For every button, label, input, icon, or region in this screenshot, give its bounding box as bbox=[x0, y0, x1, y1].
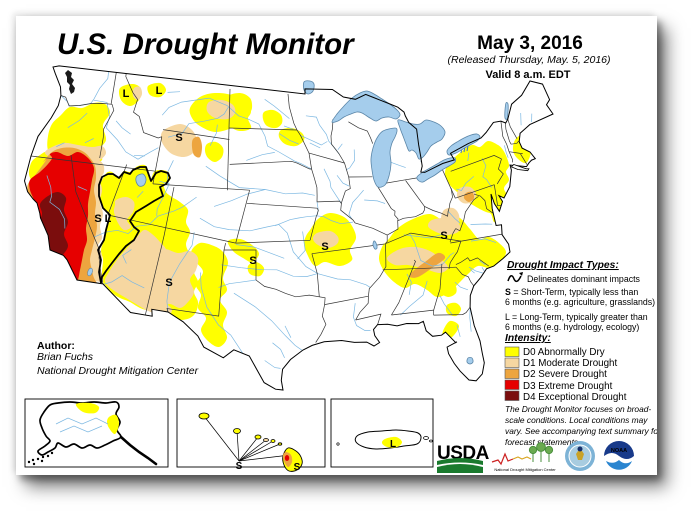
svg-text:S: S bbox=[94, 213, 101, 225]
svg-text:Drought Impact Types:: Drought Impact Types: bbox=[507, 260, 619, 271]
svg-text:National Drought Mitigation Ce: National Drought Mitigation Center bbox=[494, 467, 556, 472]
svg-text:U.S. Drought Monitor: U.S. Drought Monitor bbox=[57, 28, 355, 61]
svg-text:S: S bbox=[321, 241, 328, 253]
svg-text:D1 Moderate Drought: D1 Moderate Drought bbox=[523, 358, 617, 369]
svg-text:vary. See accompanying text su: vary. See accompanying text summary for bbox=[505, 426, 657, 436]
svg-text:D3 Extreme Drought: D3 Extreme Drought bbox=[523, 381, 613, 392]
svg-text:6 months (e.g. hydrology, ecol: 6 months (e.g. hydrology, ecology) bbox=[505, 322, 639, 332]
svg-text:L: L bbox=[390, 439, 396, 450]
svg-text:Intensity:: Intensity: bbox=[505, 333, 551, 344]
svg-text:S: S bbox=[294, 462, 301, 473]
svg-text:Author:: Author: bbox=[37, 340, 75, 352]
svg-text:S: S bbox=[165, 277, 172, 289]
svg-text:S: S bbox=[175, 132, 182, 144]
svg-text:L: L bbox=[105, 213, 112, 225]
svg-text:forecast statements.: forecast statements. bbox=[505, 437, 580, 447]
svg-text:L: L bbox=[156, 85, 163, 97]
svg-text:S: S bbox=[236, 461, 243, 472]
svg-text:D4 Exceptional Drought: D4 Exceptional Drought bbox=[523, 392, 627, 403]
svg-text:May 3, 2016: May 3, 2016 bbox=[477, 33, 583, 54]
svg-text:Delineates dominant impacts: Delineates dominant impacts bbox=[527, 274, 641, 284]
svg-text:D0 Abnormally Dry: D0 Abnormally Dry bbox=[523, 347, 605, 358]
svg-text:D2 Severe Drought: D2 Severe Drought bbox=[523, 369, 607, 380]
svg-text:scale conditions. Local condit: scale conditions. Local conditions may bbox=[505, 415, 648, 425]
svg-text:(Released Thursday, May. 5, 20: (Released Thursday, May. 5, 2016) bbox=[447, 54, 610, 66]
svg-text:NOAA: NOAA bbox=[611, 448, 627, 454]
svg-text:L: L bbox=[123, 88, 130, 100]
svg-text:Brian Fuchs: Brian Fuchs bbox=[37, 351, 94, 363]
svg-text:National Drought Mitigation Ce: National Drought Mitigation Center bbox=[37, 365, 199, 377]
svg-text:The Drought Monitor focuses on: The Drought Monitor focuses on broad- bbox=[505, 404, 651, 414]
svg-text:6 months (e.g. agriculture, gr: 6 months (e.g. agriculture, grasslands) bbox=[505, 297, 655, 307]
svg-text:S = Short-Term, typically less: S = Short-Term, typically less than bbox=[505, 287, 638, 297]
svg-text:Valid 8 a.m. EDT: Valid 8 a.m. EDT bbox=[486, 69, 571, 81]
svg-text:S: S bbox=[249, 255, 256, 267]
svg-text:L = Long-Term, typically great: L = Long-Term, typically greater than bbox=[505, 312, 648, 322]
svg-text:S: S bbox=[440, 230, 447, 242]
